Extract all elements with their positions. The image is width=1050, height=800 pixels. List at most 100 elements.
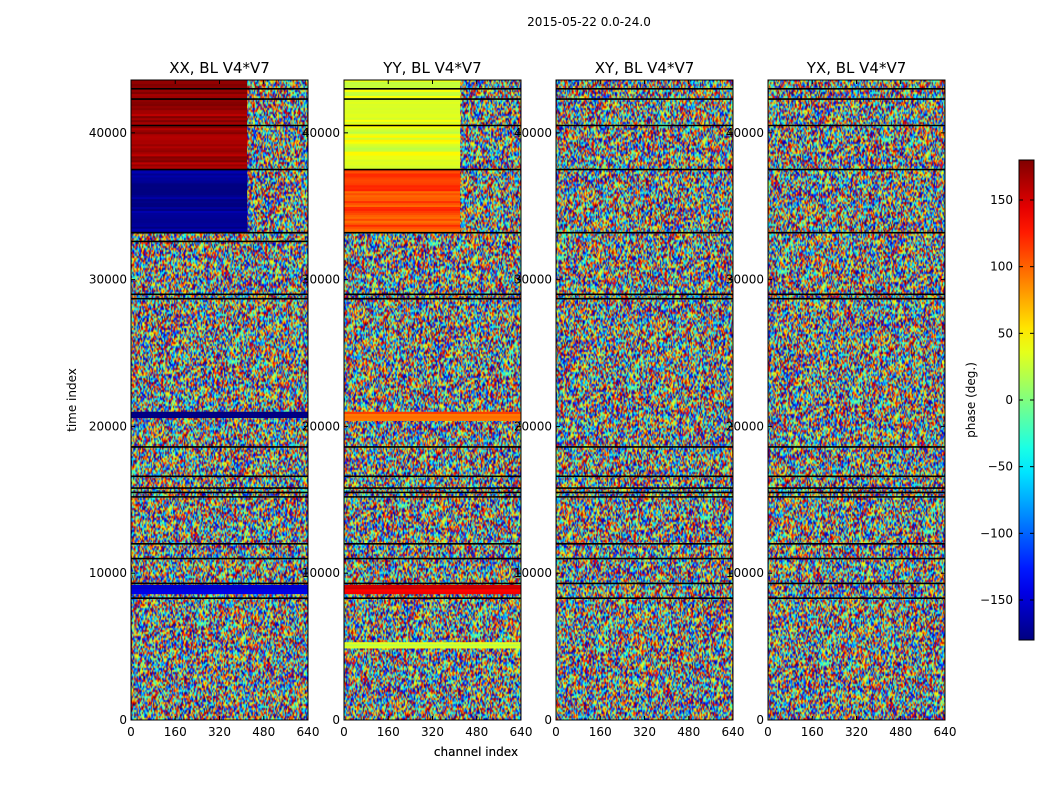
band-row [131, 120, 248, 123]
band-row [131, 193, 248, 196]
band-row [344, 127, 461, 131]
y-tick-label: 20000 [302, 419, 340, 433]
band-row [344, 171, 461, 174]
x-tick-label: 160 [589, 725, 612, 739]
band-row [344, 226, 461, 230]
band-row [344, 418, 521, 421]
band-row [344, 107, 461, 111]
band-row [344, 224, 461, 228]
band-row [131, 201, 248, 204]
x-tick-label: 320 [633, 725, 656, 739]
band-row [131, 154, 248, 157]
band-row [131, 82, 248, 85]
band-row [344, 89, 461, 93]
band-row [344, 81, 461, 85]
band-row [344, 105, 461, 109]
band-row [131, 122, 248, 125]
band-row [344, 147, 461, 151]
band-row [131, 112, 248, 115]
band-row [131, 208, 248, 212]
band-row [131, 181, 248, 184]
band-row [131, 108, 248, 111]
band-row [344, 201, 461, 204]
band-row [131, 166, 248, 169]
band-row [344, 145, 461, 149]
y-tick-label: 10000 [302, 566, 340, 580]
band-row [131, 216, 248, 220]
band-row [344, 153, 461, 157]
band-row [131, 205, 248, 208]
band-row [344, 411, 521, 415]
flagged-rows [131, 88, 308, 599]
flagged-rows [344, 88, 521, 599]
band-row [131, 171, 248, 174]
flagged-rows [768, 88, 945, 599]
x-tick-label: 640 [722, 725, 745, 739]
coherent-band [344, 584, 521, 595]
band-row [344, 165, 461, 168]
band-row [131, 210, 248, 214]
x-tick-label: 320 [845, 725, 868, 739]
band-row [131, 589, 308, 592]
band-row [344, 129, 461, 133]
band-row [131, 587, 308, 590]
band-row [131, 160, 248, 163]
band-row [131, 102, 248, 105]
band-row [131, 415, 308, 419]
panel-3: 0 160 320 480 640 0 10000 20000 30000 40000 YX, BL… [726, 59, 957, 739]
colorbar-tick-label: 150 [990, 193, 1013, 207]
x-tick-label: 480 [465, 725, 488, 739]
band-row [344, 642, 521, 645]
band-row [131, 128, 248, 131]
panel-0: 0 160 320 480 640 0 10000 20000 30000 40000 XX, BL… [65, 59, 518, 759]
band-row [131, 177, 248, 180]
band-row [344, 644, 521, 647]
y-tick-label: 40000 [514, 126, 552, 140]
y-tick-label: 20000 [726, 419, 764, 433]
band-row [344, 125, 461, 129]
band-row [131, 148, 248, 151]
band-row [131, 146, 248, 149]
band-row [344, 189, 461, 192]
heatmap-raster [556, 80, 733, 720]
coherent-band [344, 169, 461, 234]
band-row [131, 110, 248, 113]
band-row [344, 413, 521, 417]
y-tick-label: 30000 [89, 273, 127, 287]
figure-suptitle: 2015-05-22 0.0-24.0 [527, 15, 651, 29]
band-row [131, 118, 248, 121]
band-row [131, 218, 248, 222]
band-row [131, 224, 248, 228]
colorbar-label: phase (deg.) [964, 362, 978, 438]
band-row [344, 137, 461, 141]
band-row [344, 416, 521, 419]
band-row [344, 131, 461, 135]
band-row [344, 584, 521, 588]
panel-2: 0 160 320 480 640 0 10000 20000 30000 40000 XY, BL… [514, 59, 745, 739]
band-row [344, 135, 461, 139]
band-row [344, 163, 461, 166]
band-row [344, 95, 461, 99]
band-row [131, 114, 248, 117]
y-tick-label: 40000 [302, 126, 340, 140]
panel-title: YY, BL V4*V7 [382, 59, 481, 77]
band-row [344, 181, 461, 184]
band-row [344, 205, 461, 208]
band-row [344, 101, 461, 105]
colorbar-tick-label: 100 [990, 260, 1013, 274]
y-tick-label: 0 [544, 713, 552, 727]
band-row [131, 173, 248, 176]
band-row [344, 93, 461, 97]
band-row [344, 85, 461, 89]
heatmap-raster [768, 80, 945, 720]
band-row [344, 193, 461, 196]
x-tick-label: 640 [510, 725, 533, 739]
colorbar: 150 100 50 0 −50 −100 −150 phase (deg.) [964, 159, 1035, 641]
band-row [344, 185, 461, 188]
colorbar-tick-label: −50 [988, 460, 1013, 474]
band-row [131, 140, 248, 143]
x-tick-label: 0 [552, 725, 560, 739]
band-row [131, 187, 248, 190]
band-row [344, 195, 461, 198]
y-tick-label: 0 [119, 713, 127, 727]
